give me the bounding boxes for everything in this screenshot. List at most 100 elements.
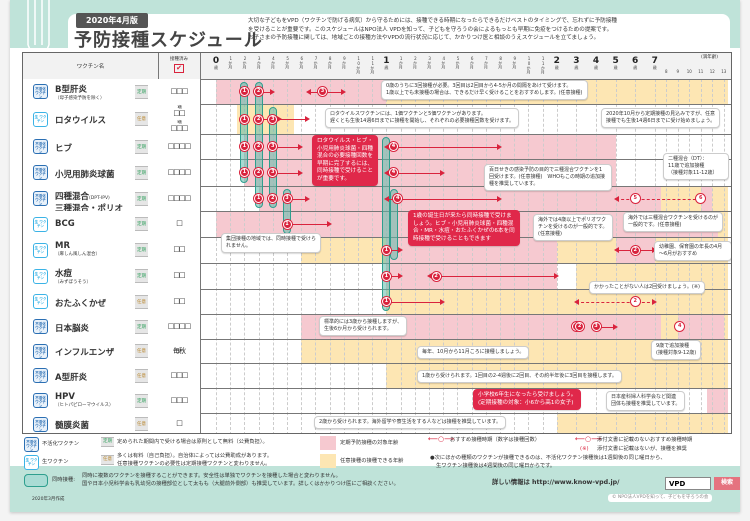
vaccine-name: 四種混合(DPT-IPV) 三種混合・ポリオ <box>55 190 123 214</box>
vaccine-name: ロタウイルス <box>55 114 106 126</box>
done-checkboxes[interactable]: □ <box>176 419 183 427</box>
note-mr: 幼稚園、保育園の年長の4月～6月がおすすめ <box>654 241 731 261</box>
legend-note-text: 添付文書に記載はないが、接種を推奨 <box>597 446 687 452</box>
dose-marker: 1 <box>381 271 391 281</box>
schedule-type-badge: 定期 <box>135 139 148 154</box>
timeline-label: 11 <box>696 69 706 74</box>
schedule-arrow <box>272 116 311 122</box>
dose-marker: 1 <box>381 245 391 255</box>
schedule-type-badge: 任意 <box>135 417 148 431</box>
timeline-unit: 8か月 <box>498 56 504 69</box>
timeline-unit: 4か月 <box>270 56 276 69</box>
vaccine-name: B型肝炎 （母子感染予防を除く） <box>55 83 105 101</box>
timeline-label: 3か月 <box>424 56 434 70</box>
timeline-unit: 10 <box>686 69 692 74</box>
note-line: (定期接種の対象：小6から高1の女子) <box>478 399 574 406</box>
done-checkboxes[interactable]: □□ <box>173 271 185 279</box>
search-input[interactable] <box>665 477 711 490</box>
shade-yellow <box>723 314 728 339</box>
vaccine-name-text: 四種混合 <box>55 191 90 202</box>
timeline-tick <box>358 79 359 433</box>
done-checkboxes[interactable]: □□□□ <box>167 141 191 150</box>
timeline-tick <box>528 79 530 433</box>
note-line: 二種混合（DT）： <box>668 156 708 162</box>
row-divider <box>23 263 731 264</box>
dose-marker: 1 <box>239 168 249 177</box>
col-done: 接種済み <box>170 57 188 62</box>
dose-marker: 3 <box>268 142 278 151</box>
timeline-tick <box>343 79 345 433</box>
note-line: 接種でも生後14週6日までに受け始めましょう。 <box>606 118 716 124</box>
note-varicella: かかったことがない人は2回受けましょう。(※) <box>589 281 705 294</box>
done-checkboxes[interactable]: 毎秋 <box>173 347 186 355</box>
search-button[interactable]: 検索 <box>714 477 740 490</box>
vaccine-name: 髄膜炎菌 <box>55 419 89 431</box>
live-vaccine-icon: 生 ワクチン <box>33 268 48 284</box>
note-line: 2020年10月から定期接種の見込みですが、任意 <box>606 111 715 117</box>
schedule-arrow <box>384 169 446 176</box>
vaccine-name: A型肝炎 <box>55 371 87 383</box>
schedule-arrow <box>386 273 403 279</box>
timeline-label: 1か月 <box>396 56 406 70</box>
timeline-tick <box>514 79 516 433</box>
timeline-unit: 10か月 <box>526 56 532 74</box>
done-checkboxes[interactable]: □□□ <box>170 370 189 379</box>
edition-label: 2020年4月版 <box>76 13 148 28</box>
done-checkboxes[interactable]: □□ <box>173 296 185 305</box>
inactivated-vaccine-icon: 不活化 ワクチン <box>33 165 48 180</box>
legend-interval: ●次にほかの種類のワクチンが接種できるのは、不活化ワクチン接種後は1週間後の同じ… <box>430 455 666 469</box>
vaccine-name: BCG <box>55 219 75 229</box>
table-header <box>23 53 731 79</box>
done-checkboxes[interactable]: □□ <box>173 109 185 117</box>
note-dt: 二種混合（DT）： 11歳で追加接種 （接種対象11-12歳） <box>663 153 729 180</box>
arrowhead-right-icon <box>340 88 346 95</box>
dose-marker: 2 <box>431 271 441 281</box>
timeline-tick <box>556 79 558 433</box>
timeline-unit: 1か月 <box>398 56 404 69</box>
live-vaccine-icon: 生 ワクチン <box>33 242 48 258</box>
done-checkboxes[interactable]: □ <box>176 219 183 227</box>
legend-yellow-swatch <box>320 454 336 468</box>
done-checkboxes[interactable]: □□□ <box>170 86 189 95</box>
header-divider <box>23 79 731 80</box>
timeline-unit: 11か月 <box>540 56 546 74</box>
schedule-type-badge: 任意 <box>135 112 148 126</box>
arrowhead-left-icon <box>613 195 619 202</box>
timeline-unit: 6か月 <box>469 56 475 69</box>
done-checkboxes[interactable]: □□□□ <box>167 321 191 330</box>
timeline-unit: 9 <box>676 69 680 74</box>
vaccine-name-text: A型肝炎 <box>55 372 88 383</box>
dose-marker: 1 <box>239 142 249 151</box>
done-checkboxes[interactable]: □□ <box>173 245 185 253</box>
done-checkboxes[interactable]: □□□□ <box>167 193 191 202</box>
timeline-tick <box>471 79 473 433</box>
shade-yellow <box>712 186 728 211</box>
note-tdap: 海外では三種混合ワクチンを受けるのが一般的です。(任意接種) <box>623 212 723 232</box>
note-line: （接種対象11-12歳） <box>668 170 718 176</box>
timeline-label: 8か月 <box>495 56 505 70</box>
schedule-type-badge: 定期 <box>135 319 148 334</box>
done-checkboxes[interactable]: □□□ <box>170 124 189 132</box>
info-link[interactable]: 詳しい情報は http://www.know-vpd.jp/ <box>492 479 620 486</box>
dose-marker: 3 <box>282 194 292 203</box>
col-divider <box>200 53 201 433</box>
legend-simultaneous-text: 同時に複数のワクチンを接種することができます。安全性は単独でワクチンを接種した場… <box>82 473 399 487</box>
live-vaccine-icon: 生 ワクチン <box>33 216 48 232</box>
timeline-unit: 8か月 <box>327 56 333 69</box>
schedule-type-badge: 定期 <box>135 217 148 231</box>
dose-marker: 2 <box>630 297 640 306</box>
timeline-unit: 5か月 <box>285 56 291 69</box>
row-divider <box>23 314 731 315</box>
timeline-age-number: 2 <box>553 56 560 66</box>
note-hepa: 1歳から受けられます。1回目の2-4週後に2回目、その約半年後に3回目を接種しま… <box>417 370 622 383</box>
schedule-arrow <box>287 195 311 202</box>
timeline-tick <box>596 79 597 433</box>
done-checkboxes[interactable]: □□□ <box>170 395 189 404</box>
timeline-unit: 9か月 <box>341 56 347 69</box>
done-checkboxes[interactable]: □□□□ <box>167 167 191 176</box>
timeline-tick <box>414 79 416 433</box>
